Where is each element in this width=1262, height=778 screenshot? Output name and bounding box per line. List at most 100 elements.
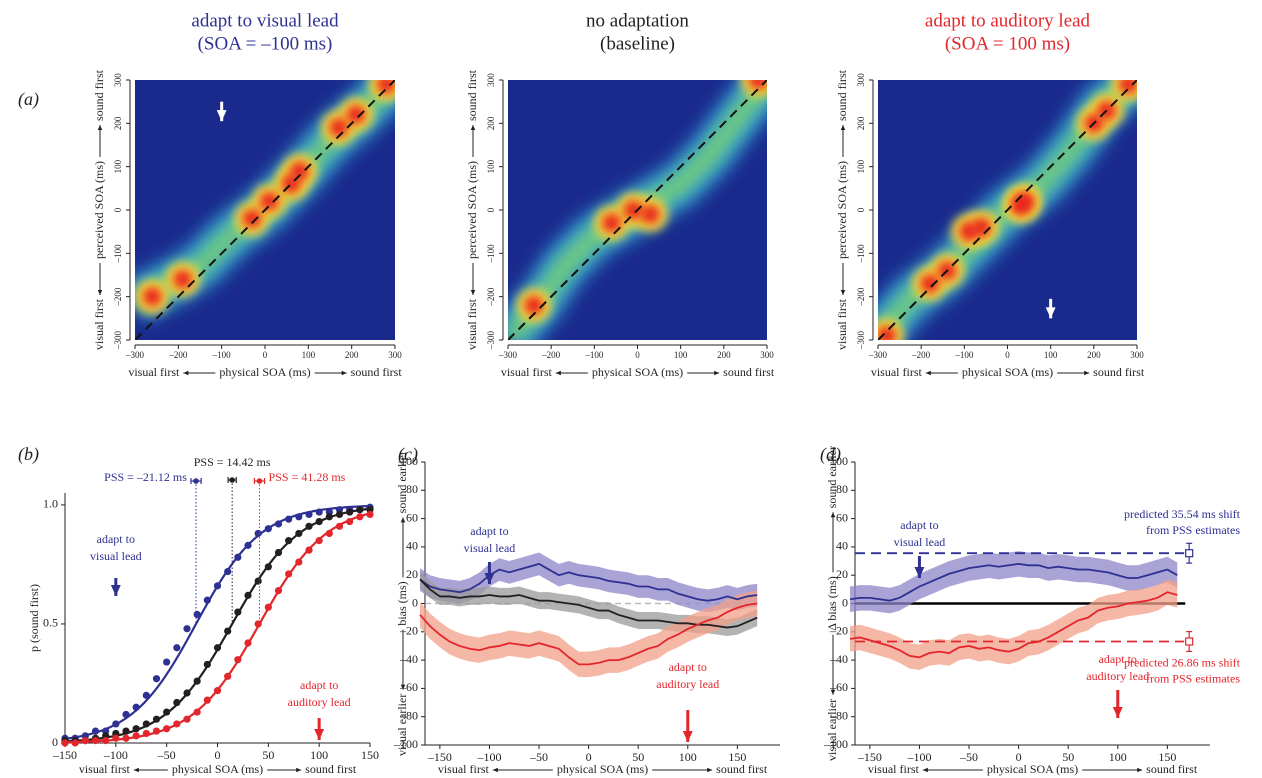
x-tick-label: 0 <box>635 350 640 360</box>
x-tick-label: 100 <box>679 750 697 764</box>
axis-arrow-head <box>183 370 189 376</box>
y-tick-label: 100 <box>830 454 848 468</box>
x-tick-label: 200 <box>345 350 359 360</box>
y-tick-label: –40 <box>829 652 848 666</box>
y-tick-label: 100 <box>400 454 418 468</box>
data-point <box>152 727 161 735</box>
data-point <box>183 625 191 633</box>
data-point <box>234 608 242 616</box>
data-point <box>224 672 232 680</box>
x-tick-label: –100 <box>906 750 931 764</box>
hotspot <box>1118 80 1137 95</box>
axis-low-label: visual first <box>128 365 180 379</box>
axis-high-label: sound first <box>723 365 775 379</box>
x-tick-label: 200 <box>717 350 731 360</box>
data-point <box>346 508 354 516</box>
pss-point <box>256 478 263 484</box>
annotation-arrow-head <box>484 573 495 584</box>
y-tick-label: –100 <box>856 244 866 263</box>
x-tick-label: –150 <box>427 750 452 764</box>
data-point <box>91 737 100 745</box>
x-tick-label: –150 <box>52 748 77 762</box>
data-point <box>122 710 130 719</box>
axis-high-label: sound first <box>1146 762 1198 776</box>
axis-arrow-head <box>470 125 476 131</box>
data-point <box>264 525 272 533</box>
annotation: auditory lead <box>288 695 351 709</box>
axis-arrow-head <box>714 370 720 376</box>
axis-low-label: visual first <box>465 298 479 350</box>
data-point <box>305 522 313 530</box>
axis-label: perceived SOA (ms) visual first sound firs… <box>92 69 106 350</box>
y-tick-label: 300 <box>856 73 866 87</box>
axis-title: p (sound first) <box>27 584 41 652</box>
axis-title: physical SOA (ms) <box>592 365 683 379</box>
axis-high-label: sound first <box>716 762 768 776</box>
y-tick-label: 100 <box>486 159 496 173</box>
data-point <box>122 734 130 742</box>
pss-label: PSS = 41.28 ms <box>269 470 346 484</box>
hotspot <box>242 208 262 229</box>
data-point <box>244 639 252 647</box>
y-tick-label: 20 <box>836 567 848 581</box>
axis-high-label: sound earlier <box>825 446 839 508</box>
y-tick-label: –100 <box>823 737 848 751</box>
y-tick-label: –100 <box>486 244 496 263</box>
data-point <box>173 644 181 652</box>
y-tick-label: –200 <box>856 287 866 307</box>
annotation-arrow-head <box>1112 707 1123 718</box>
y-tick-label: 0 <box>486 207 496 212</box>
data-point <box>295 513 303 521</box>
data-point <box>142 720 150 728</box>
axis-label: physical SOA (ms) visual first sound first <box>438 762 768 776</box>
predicted-point <box>1185 549 1194 558</box>
data-point <box>61 739 69 747</box>
data-point <box>213 582 222 590</box>
axis-arrow-head <box>830 689 836 695</box>
predicted-label: predicted 26.86 ms shift <box>1124 655 1241 669</box>
hotspot <box>142 286 163 307</box>
axis-label: physical SOA (ms) visual first sound first <box>871 365 1145 379</box>
predicted-label: from PSS estimates <box>1146 671 1240 685</box>
axis-low-label: visual first <box>868 762 920 776</box>
y-tick-label: 20 <box>406 567 418 581</box>
x-tick-label: –200 <box>168 350 188 360</box>
axis-title: perceived SOA (ms) <box>92 161 106 259</box>
y-tick-label: 0 <box>412 595 418 609</box>
y-tick-label: 300 <box>113 73 123 87</box>
data-point <box>335 522 344 530</box>
annotation: adapt to <box>1099 652 1137 666</box>
axis-low-label: visual first <box>79 762 131 776</box>
axis-title: physical SOA (ms) <box>219 365 310 379</box>
data-point <box>102 737 110 745</box>
x-tick-label: 100 <box>302 350 316 360</box>
hotspot <box>289 161 310 181</box>
data-point <box>132 725 140 733</box>
axis-arrow-head <box>341 370 347 376</box>
data-point <box>285 570 293 578</box>
axis-low-label: visual earlier <box>825 699 839 761</box>
data-point <box>264 563 272 571</box>
y-tick-label: 100 <box>856 159 866 173</box>
y-tick-label: –60 <box>399 680 418 694</box>
y-tick-label: 0 <box>856 207 866 212</box>
data-point <box>132 732 140 740</box>
data-point <box>81 737 89 745</box>
data-point <box>224 567 232 576</box>
axis-label: physical SOA (ms) visual first sound first <box>868 762 1198 776</box>
data-point <box>295 558 303 566</box>
data-point <box>173 720 181 728</box>
hotspot <box>919 273 940 294</box>
axis-label: physical SOA (ms) visual first sound first <box>501 365 775 379</box>
x-tick-label: –300 <box>868 350 888 360</box>
axis-arrow-head <box>296 767 302 773</box>
y-tick-label: 80 <box>406 482 418 496</box>
chart-title: (SOA = 100 ms) <box>945 33 1070 54</box>
data-point <box>254 620 262 628</box>
x-tick-label: –100 <box>212 350 232 360</box>
hotspot <box>259 191 280 212</box>
x-tick-label: –100 <box>103 748 128 762</box>
x-tick-label: 100 <box>1044 350 1058 360</box>
x-tick-label: 50 <box>1062 750 1074 764</box>
data-point <box>112 734 120 742</box>
